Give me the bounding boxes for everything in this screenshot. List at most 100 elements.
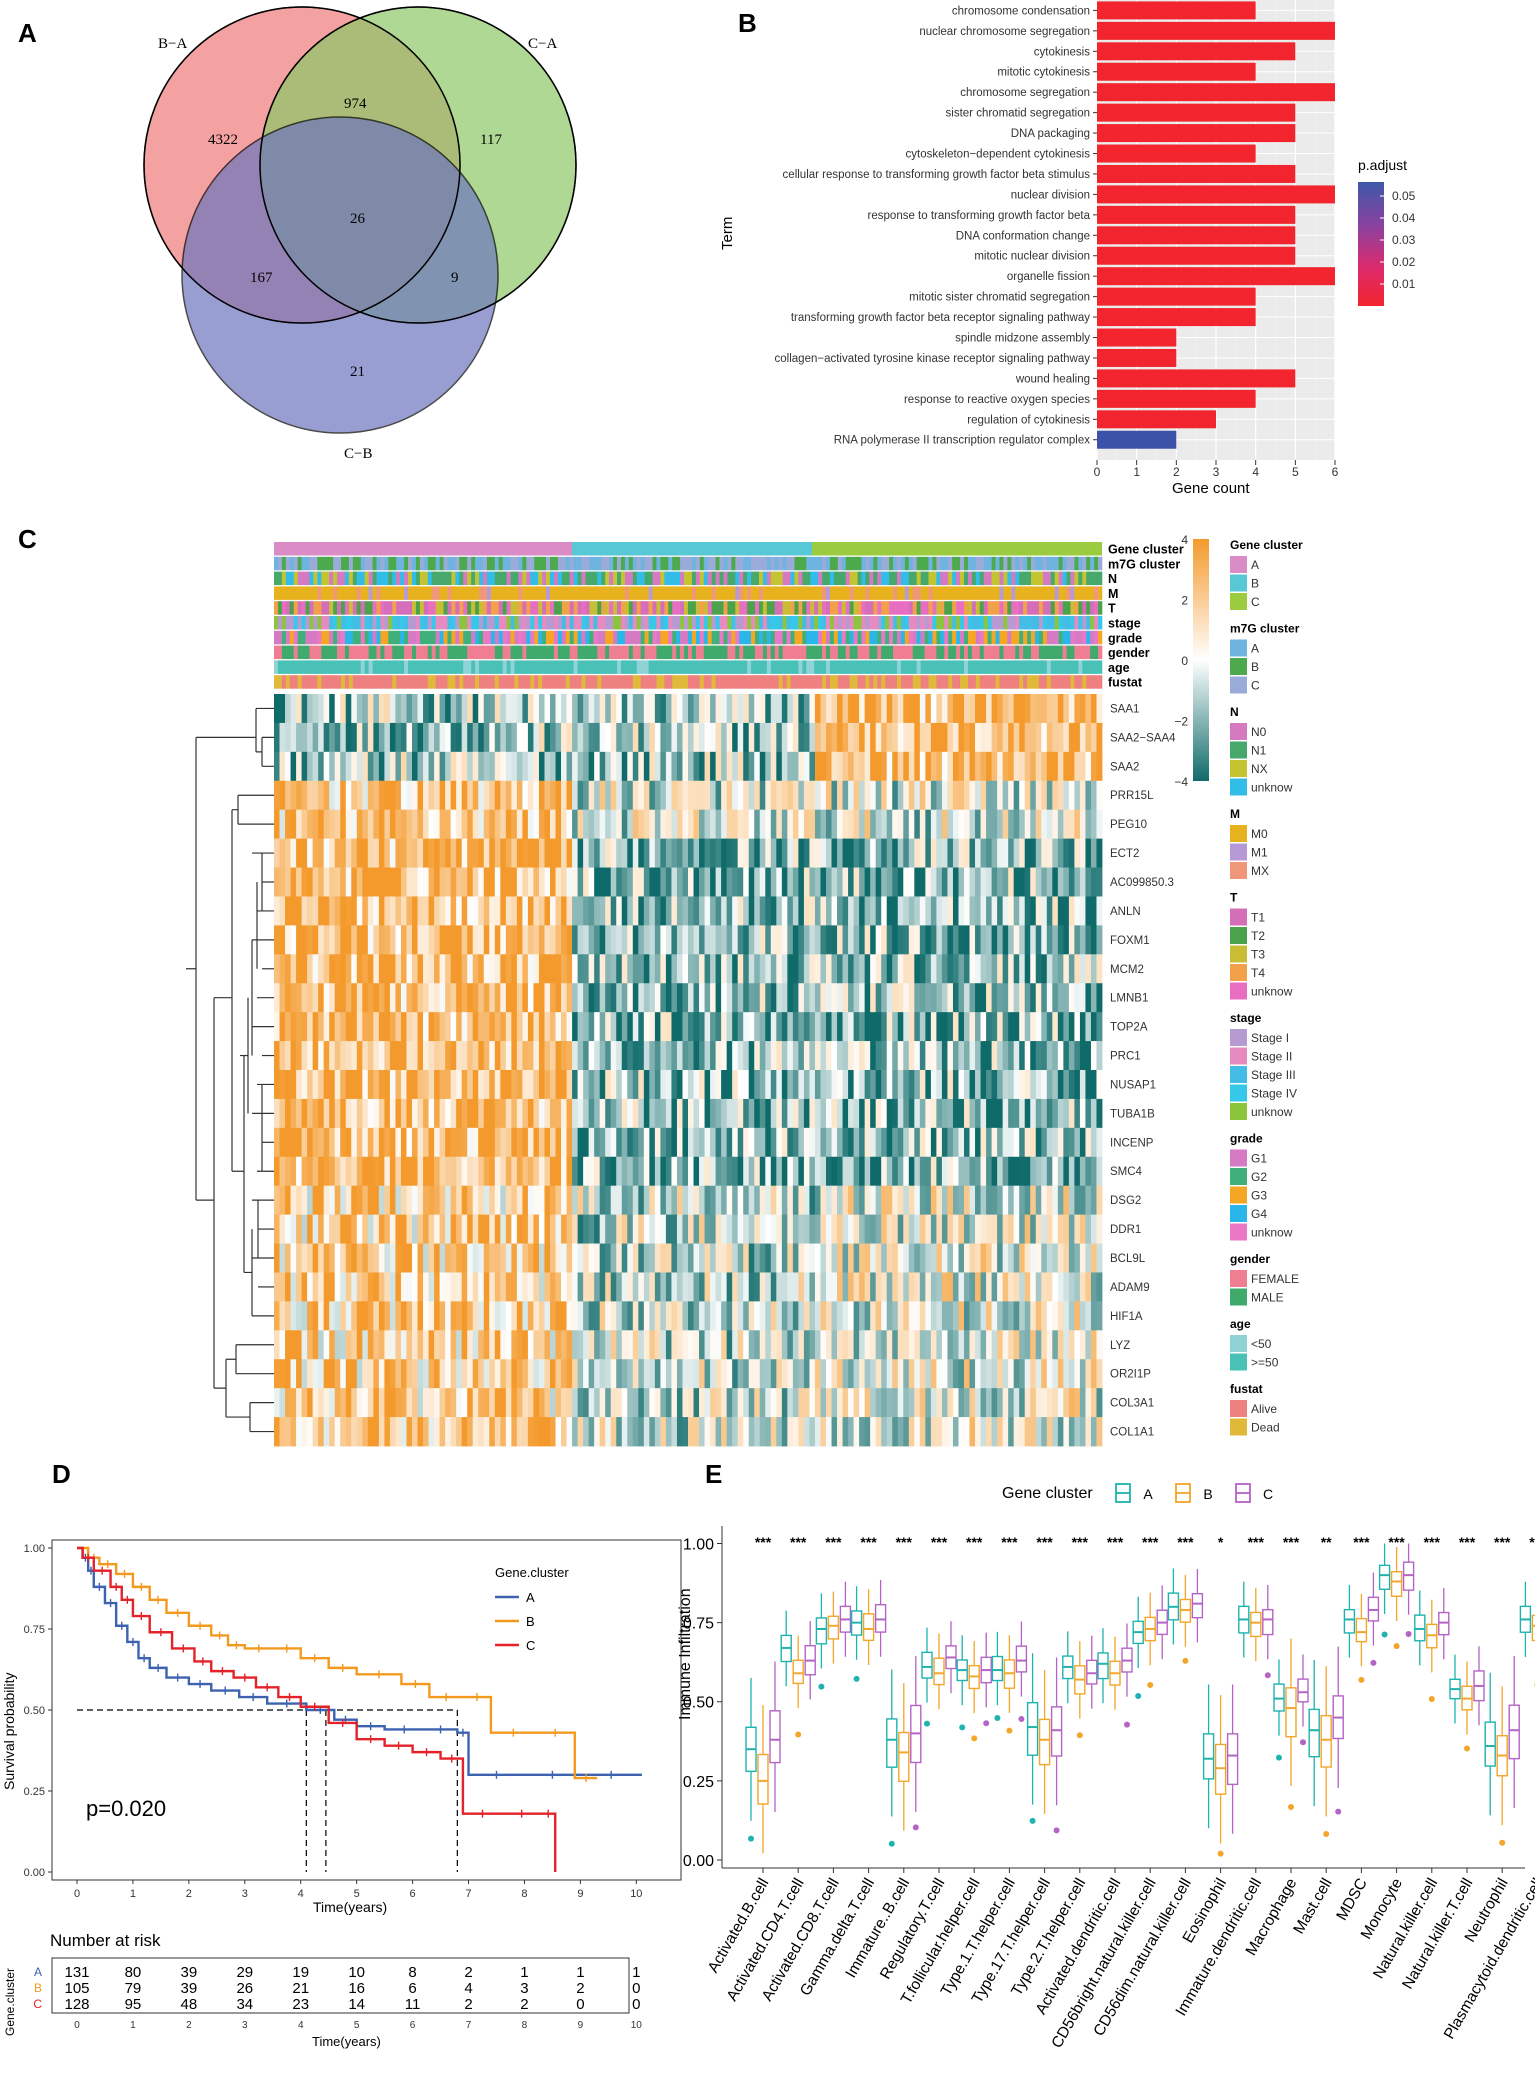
heatmap-cell — [538, 1156, 545, 1187]
annotation-cell — [285, 645, 291, 660]
heatmap-cell — [792, 1185, 799, 1216]
heatmap-cell — [814, 1070, 821, 1100]
heatmap-cell — [318, 954, 325, 984]
annotation-cell — [1054, 675, 1059, 689]
annotation-cell — [313, 675, 318, 689]
heatmap-cell — [550, 954, 556, 984]
heatmap-cell — [445, 838, 452, 868]
annotation-cell — [908, 660, 914, 674]
heatmap-cell — [334, 1070, 341, 1100]
annotation-cell — [798, 645, 803, 660]
heatmap-cell — [367, 1012, 374, 1042]
heatmap-cell — [285, 694, 291, 724]
annotation-cell — [900, 556, 906, 571]
annotation-cell — [656, 675, 661, 689]
heatmap-cell — [660, 983, 667, 1013]
annotation-cell — [396, 645, 401, 660]
heatmap-cell — [643, 1070, 650, 1100]
heatmap-cell — [809, 809, 816, 840]
annotation-cell — [321, 601, 326, 615]
heatmap-cell — [389, 1185, 396, 1216]
heatmap-cell — [544, 1012, 551, 1042]
annotation-cell — [703, 675, 709, 689]
annotation-cell — [747, 675, 752, 689]
heatmap-cell — [914, 1012, 921, 1042]
annotation-cell — [703, 556, 709, 571]
annotation-cell — [624, 601, 630, 615]
heatmap-cell — [881, 1012, 888, 1042]
annotation-cell — [889, 675, 894, 689]
heatmap-cell — [743, 722, 750, 753]
annotation-cell — [577, 645, 582, 660]
heatmap-cell — [759, 1041, 766, 1071]
heatmap-cell — [516, 780, 523, 811]
annotation-cell — [829, 616, 835, 630]
annotation-cell — [490, 601, 496, 615]
heatmap-cell — [837, 896, 843, 926]
annotation-cell — [443, 616, 448, 630]
annotation-cell — [731, 630, 736, 645]
annotation-cell — [396, 556, 401, 571]
heatmap-cell — [770, 1041, 777, 1071]
annotation-cell — [597, 616, 602, 630]
annotation-cell — [1050, 660, 1055, 674]
annotation-cell — [680, 571, 685, 586]
annotation-cell — [920, 660, 925, 674]
heatmap-cell — [914, 780, 921, 811]
annotation-cell — [518, 601, 523, 615]
annotation-cell — [924, 616, 929, 630]
annotation-cell — [439, 616, 444, 630]
heatmap-cell — [864, 925, 871, 955]
heatmap-cell — [737, 896, 744, 926]
heatmap-cell — [329, 1127, 336, 1158]
heatmap-cell — [704, 1214, 711, 1244]
annotation-cell — [459, 630, 464, 645]
heatmap-cell — [406, 1070, 413, 1100]
heatmap-cell — [737, 1185, 744, 1216]
annotation-cell — [971, 556, 977, 571]
annotation-cell — [849, 571, 854, 586]
heatmap-cell — [1085, 867, 1092, 897]
annotation-cell — [518, 556, 523, 571]
heatmap-cell — [307, 1156, 314, 1187]
heatmap-cell — [870, 1185, 877, 1216]
annotation-cell — [971, 571, 977, 586]
heatmap-cell — [930, 1070, 937, 1100]
annotation-cell — [297, 586, 302, 600]
heatmap-cell — [991, 867, 998, 897]
annotation-cell — [790, 616, 795, 630]
annotation-cell — [869, 675, 874, 689]
heatmap-cell — [329, 809, 336, 840]
heatmap-cell — [351, 1214, 358, 1244]
annotation-cell — [790, 601, 795, 615]
heatmap-cell — [527, 954, 534, 984]
heatmap-cell — [859, 809, 866, 840]
annotation-cell — [810, 556, 815, 571]
heatmap-cell — [412, 1156, 418, 1187]
heatmap-cell — [423, 1156, 429, 1187]
heatmap-cell — [997, 925, 1004, 955]
heatmap-cell — [765, 1070, 772, 1100]
annotation-cell — [577, 660, 582, 674]
venn-count-ba-cb: 167 — [250, 270, 273, 286]
heatmap-cell — [406, 1012, 413, 1042]
heatmap-cell — [522, 896, 529, 926]
annotation-cell — [352, 571, 358, 586]
heatmap-cell — [467, 1127, 474, 1158]
annotation-cell — [510, 556, 515, 571]
heatmap-cell — [726, 1156, 733, 1187]
heatmap-cell — [798, 722, 805, 753]
heatmap-cell — [853, 1041, 860, 1071]
heatmap-cell — [826, 1070, 832, 1100]
heatmap-cell — [423, 1214, 429, 1244]
annotation-cell — [782, 630, 787, 645]
heatmap-cell — [323, 780, 330, 811]
annotation-cell — [360, 675, 365, 689]
heatmap-cell — [395, 694, 402, 724]
annotation-cell — [873, 616, 878, 630]
heatmap-cell — [389, 1214, 396, 1244]
heatmap-cell — [798, 809, 805, 840]
heatmap-cell — [621, 838, 628, 868]
annotation-cell — [861, 645, 866, 660]
